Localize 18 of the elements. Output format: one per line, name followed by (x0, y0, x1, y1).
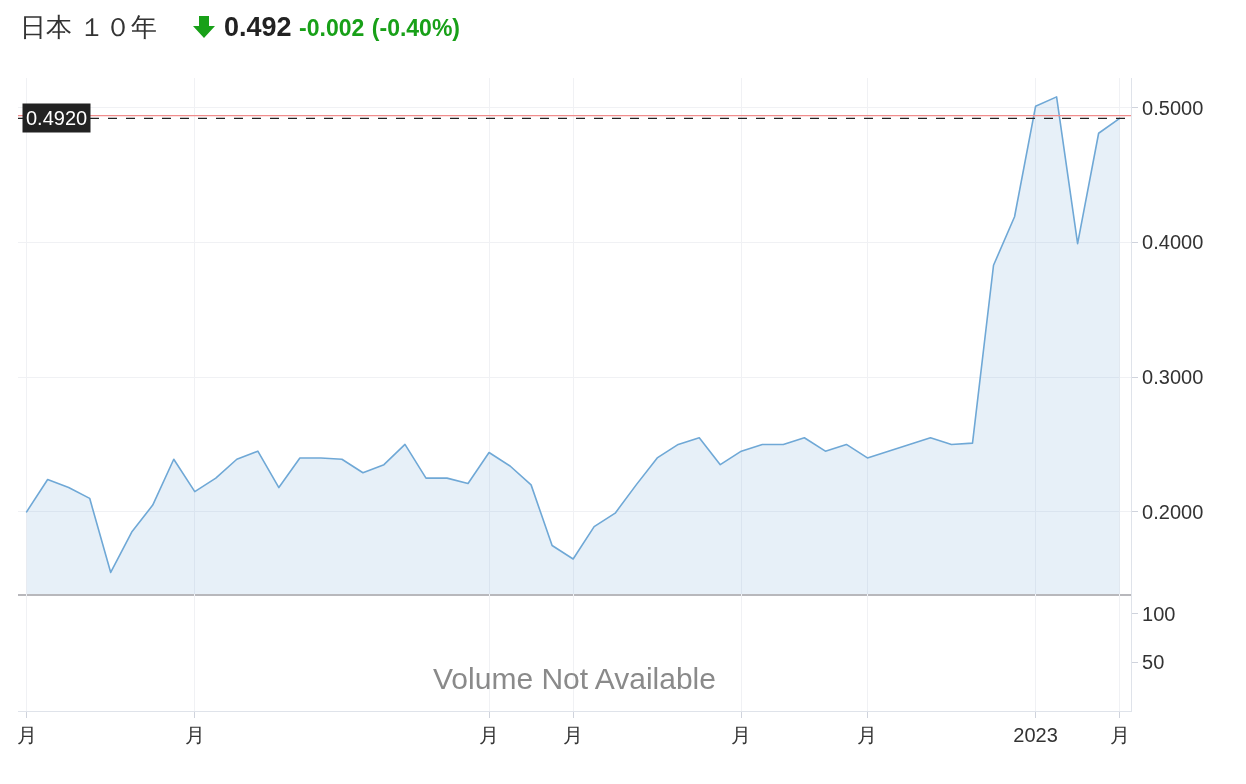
x-tick-label: 月 (184, 724, 205, 747)
y-tick-label: 50 (1142, 651, 1165, 674)
x-tick-label: 月 (563, 724, 584, 747)
annotation: Volume Not Available (433, 662, 716, 695)
ref-line-label: 0.4920 (26, 107, 88, 129)
x-tick-label: 月 (16, 724, 37, 747)
x-tick-label: 月 (479, 724, 500, 747)
y-tick-label: 0.4000 (1142, 231, 1204, 254)
x-tick-label: 月 (1109, 724, 1130, 747)
y-tick-label: 0.2000 (1142, 500, 1204, 523)
x-tick-label: 月 (857, 724, 878, 747)
y-tick-label: 0.5000 (1142, 96, 1204, 119)
x-tick-label: 月 (731, 724, 752, 747)
y-tick-label: 100 (1142, 602, 1176, 625)
chart-title: 日本 １０年 (20, 12, 158, 43)
chart-subtitle: 0.492 -0.002 (-0.40%) (224, 12, 461, 42)
x-tick-label: 2023 (1013, 724, 1058, 747)
y-tick-label: 0.3000 (1142, 366, 1204, 389)
